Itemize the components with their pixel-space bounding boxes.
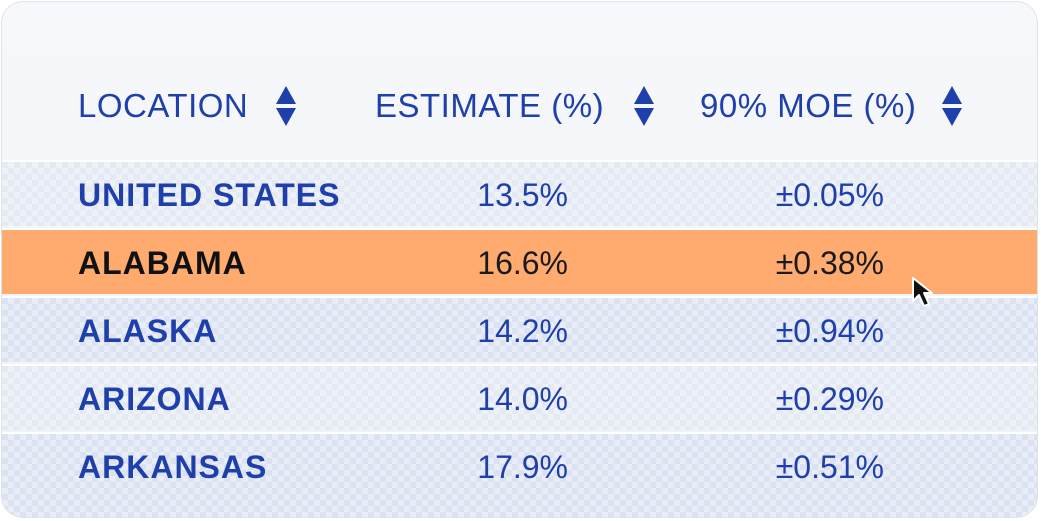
cell-moe: ±0.38%: [775, 244, 884, 281]
cell-estimate: 13.5%: [477, 176, 568, 213]
column-header-moe-label: 90% MOE (%): [700, 87, 917, 124]
column-header-location-label: LOCATION: [78, 87, 249, 124]
cell-estimate: 17.9%: [477, 448, 568, 485]
cell-estimate: 14.0%: [477, 380, 568, 417]
column-header-location[interactable]: LOCATION: [78, 84, 298, 128]
table-header: LOCATION ESTIMATE (%) 90% MOE (%): [2, 2, 1037, 160]
cell-moe: ±0.29%: [775, 380, 884, 417]
sort-updown-icon[interactable]: [940, 84, 964, 128]
column-header-estimate[interactable]: ESTIMATE (%): [375, 84, 656, 128]
cell-location: UNITED STATES: [78, 176, 341, 213]
table-row[interactable]: ARIZONA 14.0% ±0.29%: [2, 364, 1037, 430]
sort-updown-icon[interactable]: [632, 84, 656, 128]
table-row[interactable]: ARKANSAS 17.9% ±0.51%: [2, 432, 1037, 517]
sort-updown-icon[interactable]: [274, 84, 298, 128]
cell-location: ARKANSAS: [78, 448, 268, 485]
cell-estimate: 14.2%: [477, 312, 568, 349]
table-row-highlighted[interactable]: ALABAMA 16.6% ±0.38%: [2, 228, 1037, 294]
table-row[interactable]: UNITED STATES 13.5% ±0.05%: [2, 160, 1037, 226]
column-header-moe[interactable]: 90% MOE (%): [700, 84, 964, 128]
table-row[interactable]: ALASKA 14.2% ±0.94%: [2, 296, 1037, 362]
cell-moe: ±0.94%: [775, 312, 884, 349]
cell-moe: ±0.05%: [775, 176, 884, 213]
mouse-pointer-icon: [912, 277, 933, 307]
cell-estimate: 16.6%: [477, 244, 568, 281]
column-header-estimate-label: ESTIMATE (%): [375, 87, 605, 124]
cell-location: ALABAMA: [78, 244, 247, 281]
cell-location: ARIZONA: [78, 380, 231, 417]
cell-moe: ±0.51%: [775, 448, 884, 485]
cell-location: ALASKA: [78, 312, 218, 349]
